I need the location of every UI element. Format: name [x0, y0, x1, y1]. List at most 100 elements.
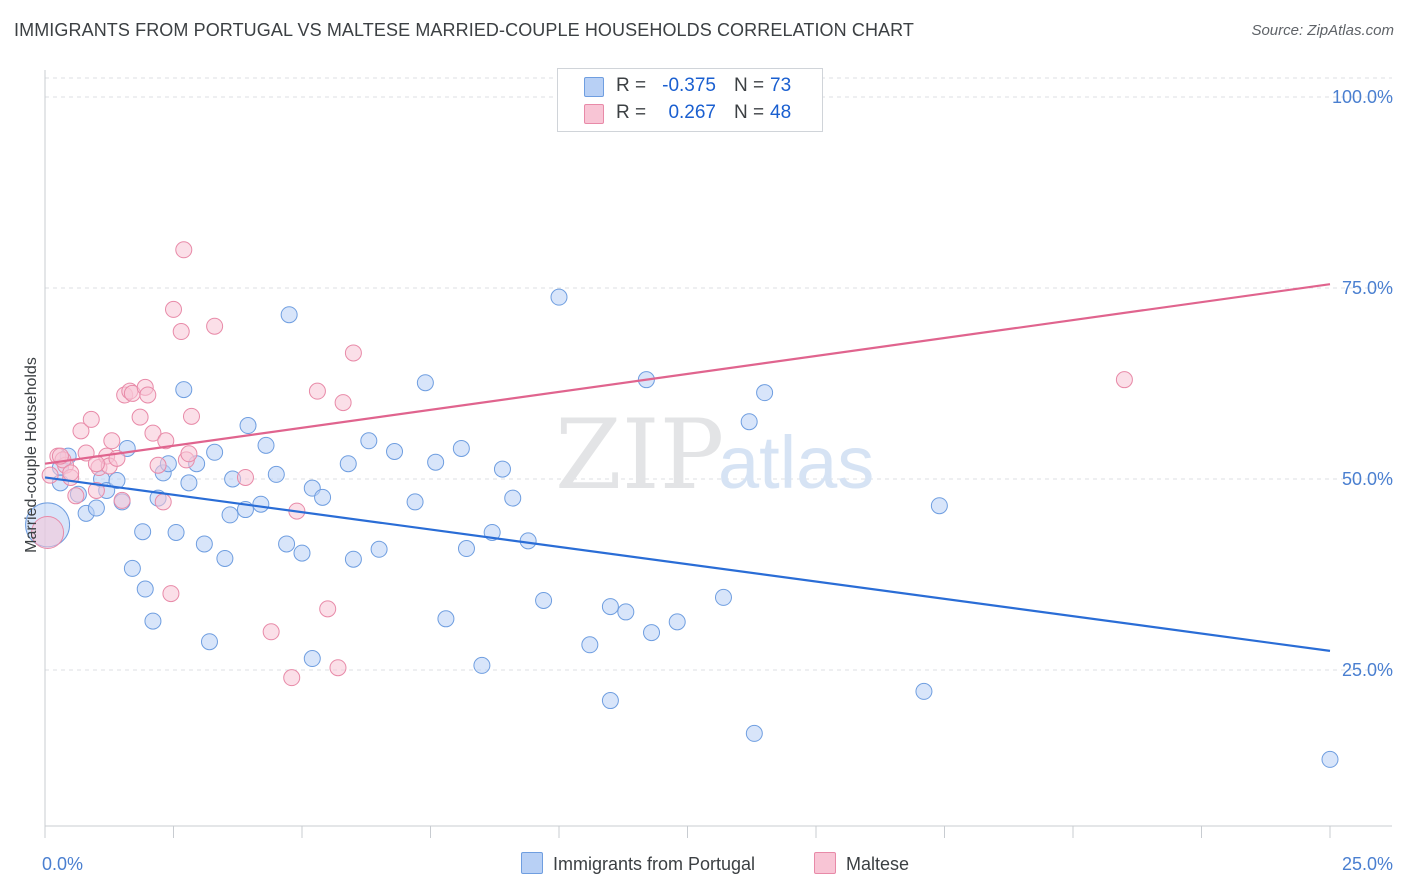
point-maltese	[172, 323, 190, 341]
point-maltese	[236, 468, 254, 486]
point-portugal	[180, 474, 198, 492]
point-maltese	[72, 422, 90, 440]
point-portugal	[915, 682, 933, 700]
x-tick-label: 25.0%	[1342, 854, 1393, 874]
point-portugal	[252, 495, 270, 513]
watermark-zip: ZIP	[555, 399, 724, 511]
labels-layer: 25.0% 50.0% 75.0% 100.0% 0.0% 25.0%	[42, 87, 1393, 874]
y-tick-label: 25.0%	[1342, 660, 1393, 680]
point-maltese	[31, 515, 65, 549]
point-portugal	[87, 499, 105, 517]
point-portugal	[134, 523, 152, 541]
point-portugal	[437, 610, 455, 628]
watermark: ZIP atlas	[555, 399, 874, 511]
legend-n-label: N =	[734, 102, 765, 123]
bottom-legend-label-series1: Immigrants from Portugal	[553, 854, 756, 874]
point-maltese	[175, 241, 193, 259]
point-portugal	[1321, 750, 1339, 768]
point-maltese	[157, 432, 175, 450]
point-maltese	[67, 487, 85, 505]
point-maltese	[41, 466, 59, 484]
point-portugal	[416, 374, 434, 392]
y-tick-label: 50.0%	[1342, 469, 1393, 489]
chart-title: IMMIGRANTS FROM PORTUGAL VS MALTESE MARR…	[14, 20, 915, 40]
point-maltese	[139, 386, 157, 404]
point-portugal	[714, 588, 732, 606]
axes-layer	[44, 70, 1392, 838]
point-portugal	[123, 559, 141, 577]
point-portugal	[386, 442, 404, 460]
point-portugal	[280, 306, 298, 324]
point-portugal	[360, 432, 378, 450]
x-tick-label: 0.0%	[42, 854, 83, 874]
point-portugal	[756, 384, 774, 402]
bottom-legend-series2: Maltese	[814, 852, 909, 876]
point-maltese	[154, 493, 172, 511]
legend-swatch-series2	[584, 104, 604, 124]
point-maltese	[334, 394, 352, 412]
point-maltese	[82, 410, 100, 428]
point-portugal	[206, 443, 224, 461]
point-portugal	[930, 497, 948, 515]
point-portugal	[344, 550, 362, 568]
legend-n-value: 48	[770, 102, 792, 123]
bottom-legend-swatch-series2	[814, 852, 836, 874]
point-portugal	[473, 656, 491, 674]
point-portugal	[339, 455, 357, 473]
legend-row-series1: R = -0.375 N = 73	[558, 74, 822, 100]
point-portugal	[493, 460, 511, 478]
point-portugal	[136, 580, 154, 598]
point-maltese	[283, 669, 301, 687]
legend-r-value: 0.267	[668, 102, 716, 123]
point-portugal	[216, 549, 234, 567]
point-maltese	[344, 344, 362, 362]
point-portugal	[452, 439, 470, 457]
watermark-atlas: atlas	[718, 421, 874, 504]
point-maltese	[87, 481, 105, 499]
point-portugal	[617, 603, 635, 621]
bottom-legend-swatch-series1	[521, 852, 543, 874]
point-portugal	[601, 598, 619, 616]
point-portugal	[535, 591, 553, 609]
legend-n-label: N =	[734, 75, 765, 96]
point-portugal	[200, 633, 218, 651]
legend-r-value: -0.375	[662, 75, 716, 96]
point-portugal	[175, 381, 193, 399]
point-portugal	[668, 613, 686, 631]
point-maltese	[62, 464, 80, 482]
point-maltese	[329, 659, 347, 677]
trend-line-maltese	[44, 283, 1331, 465]
point-portugal	[267, 465, 285, 483]
point-portugal	[406, 493, 424, 511]
point-maltese	[180, 445, 198, 463]
point-portugal	[278, 535, 296, 553]
point-portugal	[314, 488, 332, 506]
point-portugal	[427, 453, 445, 471]
point-portugal	[144, 612, 162, 630]
point-portugal	[550, 288, 568, 306]
bottom-legend-label-series2: Maltese	[846, 854, 910, 874]
point-portugal	[601, 692, 619, 710]
grid-layer	[45, 77, 1392, 671]
point-maltese	[319, 600, 337, 618]
point-portugal	[239, 417, 257, 435]
trend-line-portugal	[44, 476, 1331, 652]
point-maltese	[113, 491, 131, 509]
point-portugal	[643, 624, 661, 642]
y-tick-label: 75.0%	[1342, 278, 1393, 298]
point-portugal	[221, 506, 239, 524]
legend-swatch-series1	[584, 77, 604, 97]
legend-row-series2: R = 0.267 N = 48	[558, 101, 822, 127]
point-portugal	[108, 472, 126, 490]
point-portugal	[457, 540, 475, 558]
correlation-legend: R = -0.375 N = 73 R = 0.267 N = 48	[557, 68, 823, 132]
point-portugal	[740, 413, 758, 431]
point-portugal	[504, 489, 522, 507]
point-maltese	[262, 623, 280, 641]
point-portugal	[195, 535, 213, 553]
point-maltese	[165, 300, 182, 318]
point-maltese	[206, 317, 224, 335]
point-portugal	[257, 436, 275, 454]
point-portugal	[745, 724, 763, 742]
point-portugal	[303, 650, 321, 668]
